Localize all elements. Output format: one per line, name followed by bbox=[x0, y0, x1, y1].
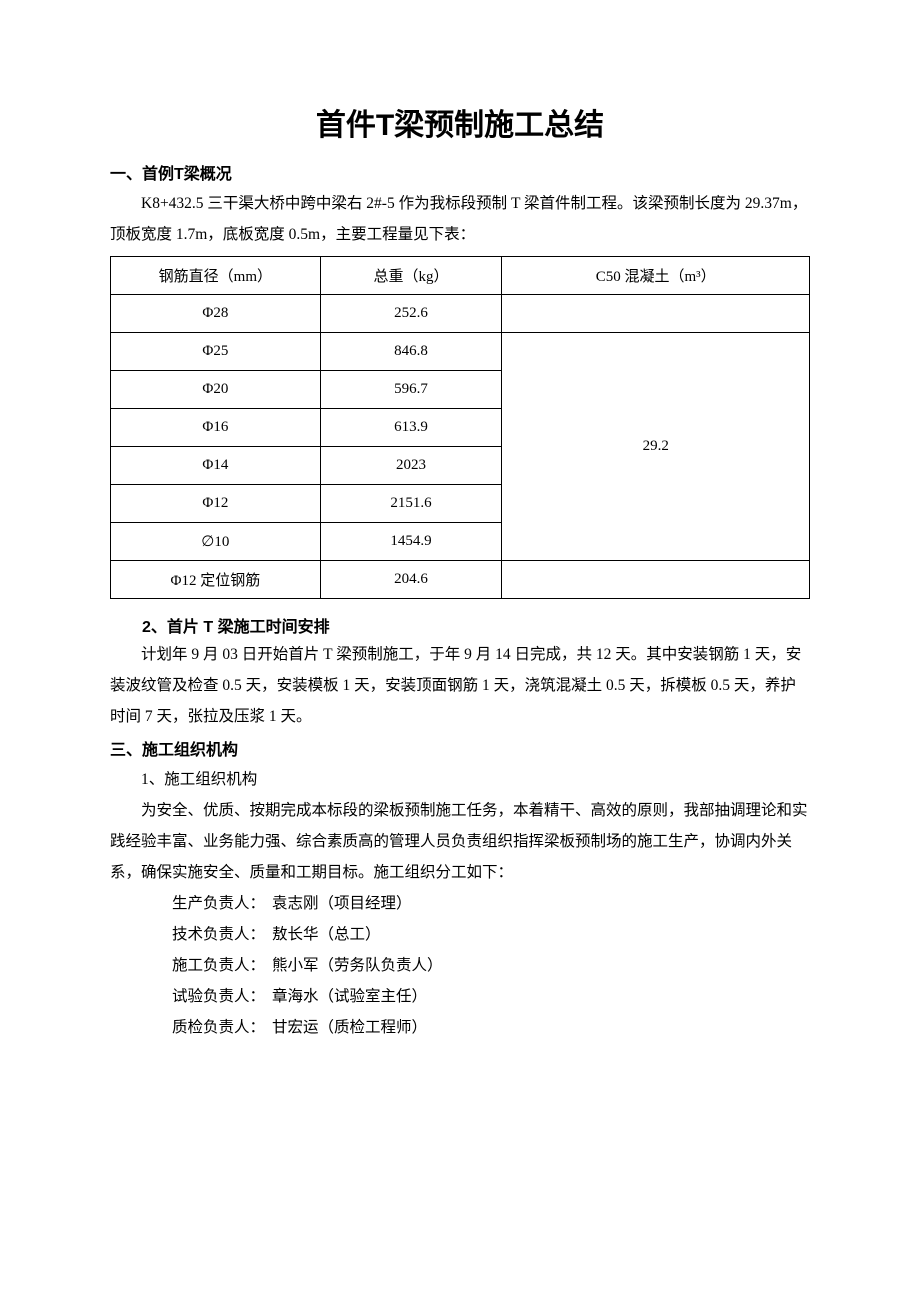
personnel-line: 技术负责人： 敖长华（总工） bbox=[110, 919, 810, 950]
personnel-line: 生产负责人： 袁志刚（项目经理） bbox=[110, 888, 810, 919]
personnel-name: 敖长华（总工） bbox=[272, 926, 381, 943]
personnel-name: 袁志刚（项目经理） bbox=[272, 895, 412, 912]
page-container: 首件T梁预制施工总结 一、首例T梁概况 K8+432.5 三干渠大桥中跨中梁右 … bbox=[0, 0, 920, 1103]
personnel-name: 甘宏运（质检工程师） bbox=[272, 1019, 427, 1036]
cell-diameter: ∅10 bbox=[111, 523, 321, 561]
cell-diameter: Φ16 bbox=[111, 409, 321, 447]
cell-weight: 613.9 bbox=[320, 409, 502, 447]
cell-diameter: Φ12 bbox=[111, 485, 321, 523]
personnel-role: 技术负责人： bbox=[172, 919, 268, 950]
cell-diameter: Φ25 bbox=[111, 333, 321, 371]
table-row: Φ25 846.8 29.2 bbox=[111, 333, 810, 371]
personnel-role: 施工负责人： bbox=[172, 950, 268, 981]
cell-weight: 2151.6 bbox=[320, 485, 502, 523]
cell-concrete bbox=[502, 561, 810, 599]
section-3-paragraph: 为安全、优质、按期完成本标段的梁板预制施工任务，本着精干、高效的原则，我部抽调理… bbox=[110, 795, 810, 888]
cell-diameter: Φ20 bbox=[111, 371, 321, 409]
cell-weight: 596.7 bbox=[320, 371, 502, 409]
cell-concrete bbox=[502, 295, 810, 333]
table-header-row: 钢筋直径（mm） 总重（kg） C50 混凝土（m³） bbox=[111, 257, 810, 295]
cell-weight: 2023 bbox=[320, 447, 502, 485]
section-2-heading: 2、首片 T 梁施工时间安排 bbox=[110, 613, 810, 637]
personnel-role: 试验负责人： bbox=[172, 981, 268, 1012]
cell-weight: 204.6 bbox=[320, 561, 502, 599]
section-1-heading: 一、首例T梁概况 bbox=[110, 160, 810, 184]
cell-weight: 846.8 bbox=[320, 333, 502, 371]
table-row: Φ12 定位钢筋 204.6 bbox=[111, 561, 810, 599]
th-diameter: 钢筋直径（mm） bbox=[111, 257, 321, 295]
cell-diameter: Φ28 bbox=[111, 295, 321, 333]
th-weight: 总重（kg） bbox=[320, 257, 502, 295]
cell-diameter: Φ12 定位钢筋 bbox=[111, 561, 321, 599]
personnel-line: 施工负责人： 熊小军（劳务队负责人） bbox=[110, 950, 810, 981]
personnel-name: 章海水（试验室主任） bbox=[272, 988, 427, 1005]
section-2-paragraph: 计划年 9 月 03 日开始首片 T 梁预制施工，于年 9 月 14 日完成，共… bbox=[110, 639, 810, 732]
cell-diameter: Φ14 bbox=[111, 447, 321, 485]
document-title: 首件T梁预制施工总结 bbox=[110, 100, 810, 144]
cell-weight: 1454.9 bbox=[320, 523, 502, 561]
personnel-role: 质检负责人： bbox=[172, 1012, 268, 1043]
th-concrete: C50 混凝土（m³） bbox=[502, 257, 810, 295]
personnel-line: 质检负责人： 甘宏运（质检工程师） bbox=[110, 1012, 810, 1043]
rebar-table: 钢筋直径（mm） 总重（kg） C50 混凝土（m³） Φ28 252.6 Φ2… bbox=[110, 256, 810, 599]
table-row: Φ28 252.6 bbox=[111, 295, 810, 333]
cell-concrete-merged: 29.2 bbox=[502, 333, 810, 561]
personnel-role: 生产负责人： bbox=[172, 888, 268, 919]
section-3-sub1: 1、施工组织机构 bbox=[110, 764, 810, 795]
personnel-name: 熊小军（劳务队负责人） bbox=[272, 957, 443, 974]
section-1-paragraph: K8+432.5 三干渠大桥中跨中梁右 2#-5 作为我标段预制 T 梁首件制工… bbox=[110, 188, 810, 250]
personnel-line: 试验负责人： 章海水（试验室主任） bbox=[110, 981, 810, 1012]
section-3-heading: 三、施工组织机构 bbox=[110, 736, 810, 760]
cell-weight: 252.6 bbox=[320, 295, 502, 333]
